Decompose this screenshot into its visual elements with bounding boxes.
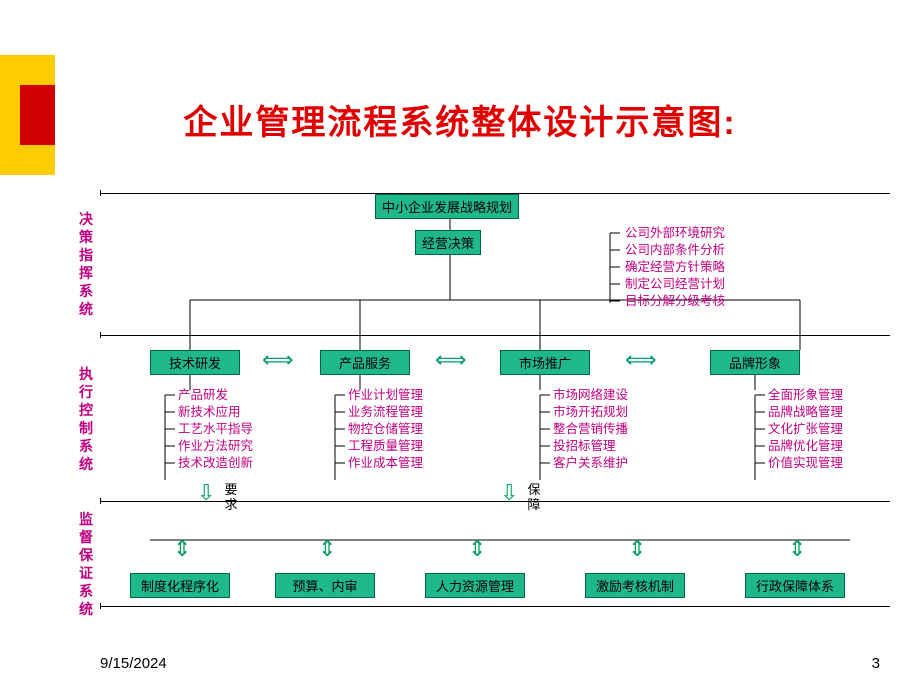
list-item: 客户关系维护 xyxy=(553,455,628,472)
arrow-v-icon: ⇕ xyxy=(788,536,806,562)
list-item: 作业计划管理 xyxy=(348,387,423,404)
box-bot-3: 人力资源管理 xyxy=(425,573,525,598)
list-market: 市场网络建设 市场开拓规划 整合营销传播 投招标管理 客户关系维护 xyxy=(553,387,628,472)
list-decision-items: 公司外部环境研究 公司内部条件分析 确定经营方针策略 制定公司经营计划 目标分解… xyxy=(625,225,725,310)
arrow-h-icon: ⟺ xyxy=(625,347,657,373)
arrow-v-icon: ⇕ xyxy=(468,536,486,562)
list-item: 工艺水平指导 xyxy=(178,421,253,438)
box-bot-5: 行政保障体系 xyxy=(745,573,845,598)
list-item: 文化扩张管理 xyxy=(768,421,843,438)
arrow-down-icon: ⇩ xyxy=(197,480,215,506)
box-bot-4: 激励考核机制 xyxy=(585,573,685,598)
list-item: 确定经营方针策略 xyxy=(625,259,725,276)
list-item: 市场开拓规划 xyxy=(553,404,628,421)
arrow-v-icon: ⇕ xyxy=(173,536,191,562)
slide-title: 企业管理流程系统整体设计示意图: xyxy=(0,95,920,144)
list-item: 技术改造创新 xyxy=(178,455,253,472)
arrow-h-icon: ⟺ xyxy=(435,347,467,373)
footer-date: 9/15/2024 xyxy=(100,655,167,672)
list-item: 作业成本管理 xyxy=(348,455,423,472)
list-brand: 全面形象管理 品牌战略管理 文化扩张管理 品牌优化管理 价值实现管理 xyxy=(768,387,843,472)
arrow-v-icon: ⇕ xyxy=(628,536,646,562)
list-item: 价值实现管理 xyxy=(768,455,843,472)
list-item: 投招标管理 xyxy=(553,438,628,455)
box-mid-brand: 品牌形象 xyxy=(710,350,800,375)
list-item: 工程质量管理 xyxy=(348,438,423,455)
list-item: 整合营销传播 xyxy=(553,421,628,438)
diagram: 决策指挥系统 执行控制系统 监督保证系统 xyxy=(70,180,890,610)
box-bot-1: 制度化程序化 xyxy=(130,573,230,598)
box-mid-prod: 产品服务 xyxy=(320,350,410,375)
arrow-v-icon: ⇕ xyxy=(318,536,336,562)
list-tech: 产品研发 新技术应用 工艺水平指导 作业方法研究 技术改造创新 xyxy=(178,387,253,472)
box-top-decision: 经营决策 xyxy=(415,230,481,255)
box-mid-tech: 技术研发 xyxy=(150,350,240,375)
list-item: 全面形象管理 xyxy=(768,387,843,404)
box-bot-2: 预算、内审 xyxy=(275,573,375,598)
list-prod: 作业计划管理 业务流程管理 物控仓储管理 工程质量管理 作业成本管理 xyxy=(348,387,423,472)
list-item: 公司外部环境研究 xyxy=(625,225,725,242)
label-req: 要求 xyxy=(222,482,240,512)
label-guar: 保障 xyxy=(525,482,543,512)
list-item: 作业方法研究 xyxy=(178,438,253,455)
list-item: 品牌战略管理 xyxy=(768,404,843,421)
list-item: 市场网络建设 xyxy=(553,387,628,404)
list-item: 新技术应用 xyxy=(178,404,253,421)
list-item: 物控仓储管理 xyxy=(348,421,423,438)
footer-page: 3 xyxy=(872,655,880,672)
arrow-h-icon: ⟺ xyxy=(262,347,294,373)
list-item: 业务流程管理 xyxy=(348,404,423,421)
list-item: 公司内部条件分析 xyxy=(625,242,725,259)
list-item: 目标分解分级考核 xyxy=(625,293,725,310)
arrow-down-icon: ⇩ xyxy=(500,480,518,506)
list-item: 产品研发 xyxy=(178,387,253,404)
box-top-strategy: 中小企业发展战略规划 xyxy=(375,194,519,219)
list-item: 品牌优化管理 xyxy=(768,438,843,455)
box-mid-market: 市场推广 xyxy=(500,350,590,375)
list-item: 制定公司经营计划 xyxy=(625,276,725,293)
